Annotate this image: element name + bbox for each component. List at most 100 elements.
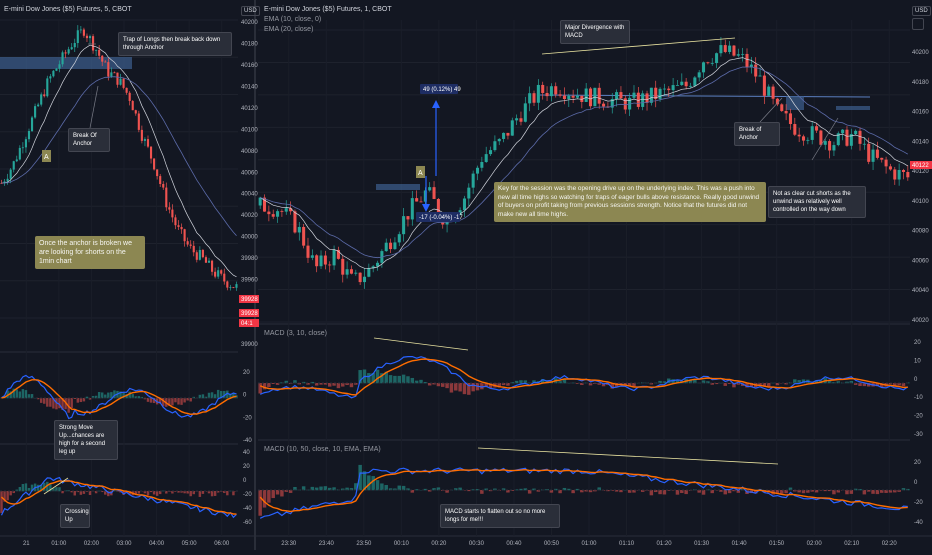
- left-macd2-signal-line: [2, 481, 237, 514]
- left-candle: [208, 261, 210, 263]
- left-macd1-histogram-bar: [101, 392, 103, 398]
- note-not-as-clear[interactable]: Not as clear cut shorts as the unwind wa…: [768, 186, 866, 218]
- left-candle: [61, 52, 63, 64]
- right-candle: [393, 242, 396, 249]
- right-macd2-histogram-bar: [650, 490, 653, 495]
- right-candle: [559, 94, 562, 95]
- right-candle: [341, 259, 344, 275]
- left-candle: [113, 72, 115, 73]
- left-macd1-histogram-bar: [49, 398, 51, 407]
- right-candle: [328, 265, 331, 266]
- note-major-divergence[interactable]: Major Divergence with MACD: [560, 20, 630, 44]
- left-price-axis-tick: 40100: [241, 127, 258, 133]
- right-macd2-axis-tick: 0: [914, 480, 918, 486]
- right-candle: [363, 277, 366, 282]
- right-candle: [480, 162, 483, 168]
- left-candle: [40, 94, 42, 104]
- left-candle: [138, 114, 140, 130]
- right-macd2-macd-line: [260, 468, 908, 518]
- left-price-axis-tick: 39900: [241, 342, 258, 348]
- right-price-axis-tick: 40040: [912, 288, 929, 294]
- left-macd1-histogram-bar: [174, 398, 176, 402]
- right-candle: [537, 85, 540, 103]
- right-candle: [789, 113, 792, 124]
- note-strong-move-up[interactable]: Strong Move Up...chances are high for a …: [54, 420, 118, 460]
- right-candle: [333, 250, 336, 265]
- right-candle: [759, 76, 762, 77]
- note-session-key[interactable]: Key for the session was the opening driv…: [494, 182, 766, 222]
- right-candle: [772, 87, 775, 99]
- right-macd1-histogram-bar: [367, 373, 370, 383]
- note-macd-flatten[interactable]: MACD starts to flatten out so no more lo…: [440, 504, 560, 528]
- note-break-of-anchor-left[interactable]: Break Of Anchor: [68, 128, 110, 152]
- right-time-axis-tick: 01:00: [581, 541, 597, 547]
- left-macd1-histogram-bar: [77, 398, 79, 403]
- left-candle: [58, 64, 60, 68]
- left-time-axis-tick: 02:00: [84, 541, 100, 547]
- settings-gear-icon[interactable]: [912, 18, 924, 30]
- right-candle: [359, 273, 362, 282]
- left-macd2-histogram-bar: [22, 484, 24, 491]
- macd1-divergence-line: [374, 338, 468, 350]
- right-time-axis-tick: 02:00: [807, 541, 823, 547]
- right-time-axis-tick: 02:10: [844, 541, 860, 547]
- left-candle: [168, 207, 170, 209]
- right-time-axis-tick: 00:40: [506, 541, 522, 547]
- left-macd2-histogram-bar: [147, 491, 149, 496]
- right-time-axis-tick: 23:40: [319, 541, 335, 547]
- left-price-axis-tick: 40120: [241, 106, 258, 112]
- ema-10-label[interactable]: EMA (10, close, 0): [264, 16, 321, 23]
- macd1-title[interactable]: MACD (3, 10, close): [264, 330, 327, 337]
- left-price-tag: 39928: [241, 311, 258, 317]
- left-macd1-histogram-bar: [46, 398, 48, 407]
- left-candle: [89, 36, 91, 38]
- right-candle: [724, 45, 727, 52]
- left-price-axis-tick: 40080: [241, 149, 258, 155]
- left-macd2-histogram-bar: [226, 491, 228, 495]
- macd2-title[interactable]: MACD (10, 50, close, 10, EMA, EMA): [264, 446, 381, 453]
- left-candle: [211, 261, 213, 272]
- left-candle: [141, 130, 143, 141]
- left-candle: [22, 147, 24, 148]
- left-macd2-axis-tick: -40: [243, 506, 252, 512]
- left-price-axis-tick: 40140: [241, 84, 258, 90]
- right-macd2-histogram-bar: [863, 490, 866, 494]
- right-time-axis-tick: 01:10: [619, 541, 635, 547]
- ema-20-label[interactable]: EMA (20, close): [264, 26, 313, 33]
- right-price-axis-tick: 40060: [912, 258, 929, 264]
- right-macd1-axis-tick: -20: [914, 414, 923, 420]
- left-candle: [10, 170, 12, 179]
- note-crossing-up[interactable]: Crossing Up: [60, 504, 90, 528]
- right-macd1-histogram-bar: [376, 370, 379, 384]
- left-macd2-axis-tick: 0: [243, 478, 247, 484]
- left-macd1-histogram-bar: [19, 391, 21, 398]
- right-candle: [402, 216, 405, 234]
- left-macd1-axis-tick: 20: [243, 370, 250, 376]
- left-candle: [147, 139, 149, 147]
- right-candle: [411, 198, 414, 219]
- right-currency-label[interactable]: USD: [912, 6, 931, 16]
- left-macd2-histogram-bar: [6, 491, 8, 500]
- left-price-axis-tick: 40040: [241, 192, 258, 198]
- left-macd2-axis-tick: -20: [243, 492, 252, 498]
- left-time-axis-tick: 01:00: [51, 541, 67, 547]
- right-time-axis-tick: 00:50: [544, 541, 560, 547]
- right-candle: [467, 188, 470, 199]
- note-trap-of-longs[interactable]: Trap of Longs then break back down throu…: [118, 32, 232, 56]
- left-candle: [220, 270, 222, 273]
- right-time-axis-tick: 01:50: [769, 541, 785, 547]
- note-break-of-anchor-right[interactable]: Break of Anchor: [734, 122, 780, 146]
- left-currency-label[interactable]: USD: [241, 6, 260, 16]
- right-candle: [485, 154, 488, 162]
- right-candle: [506, 133, 509, 136]
- right-candle: [541, 85, 544, 93]
- left-macd1-histogram-bar: [208, 393, 210, 399]
- note-once-anchor-broken[interactable]: Once the anchor is broken we are looking…: [35, 236, 145, 269]
- right-macd2-axis-tick: -40: [914, 520, 923, 526]
- left-macd1-histogram-bar: [211, 392, 213, 398]
- right-macd2-histogram-bar: [271, 490, 274, 498]
- left-price-axis-tick: 39960: [241, 278, 258, 284]
- right-candle: [354, 273, 357, 274]
- left-candle: [31, 117, 33, 131]
